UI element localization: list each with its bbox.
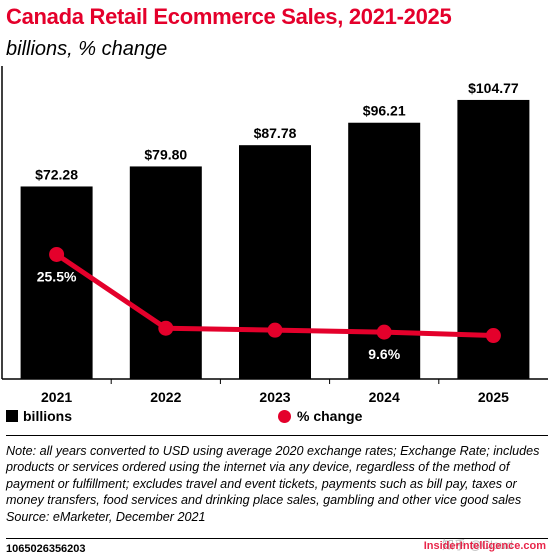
line-label-2021: 25.5% — [37, 268, 77, 284]
bar-2023 — [239, 145, 311, 379]
line-point-2025 — [485, 328, 501, 344]
x-tick-label-2023: 2023 — [259, 389, 290, 405]
chart-subtitle: billions, % change — [6, 38, 168, 60]
legend-line-label: % change — [297, 408, 363, 424]
bar-label-2024: $96.21 — [363, 103, 406, 119]
line-label-2024: 9.6% — [368, 346, 400, 362]
legend-bars-label: billions — [23, 408, 72, 424]
chart-note: Note: all years converted to USD using a… — [6, 443, 550, 525]
bar-2024 — [348, 122, 421, 380]
brand-link[interactable]: InsiderIntelligence.com — [423, 540, 546, 552]
x-tick-label-2021: 2021 — [41, 389, 72, 405]
bar-2022 — [129, 166, 202, 379]
line-label-2025: 8.9% — [477, 350, 509, 366]
legend-bars-swatch — [6, 410, 18, 422]
line-label-2023: 10.0% — [255, 344, 295, 360]
legend-bars: billions — [6, 408, 72, 424]
bar-label-2021: $72.28 — [35, 166, 78, 182]
x-tick-label-2025: 2025 — [478, 389, 509, 405]
legend-line-swatch — [278, 409, 291, 423]
line-point-2022 — [158, 320, 174, 336]
bar-label-2023: $87.78 — [254, 125, 297, 141]
note-separator-bottom — [6, 538, 548, 539]
legend-line: % change — [278, 408, 362, 424]
x-tick-label-2024: 2024 — [369, 389, 400, 405]
line-point-2021 — [49, 246, 65, 262]
chart-title: Canada Retail Ecommerce Sales, 2021-2025 — [6, 4, 452, 29]
x-tick-label-2022: 2022 — [150, 389, 181, 405]
bar-label-2025: $104.77 — [468, 80, 519, 96]
bar-2021 — [20, 186, 93, 379]
line-point-2024 — [376, 324, 392, 340]
combo-chart: $72.28 $79.80 $87.78 $96.21 $104.77 2021 2022 2… — [1, 66, 548, 405]
line-point-2023 — [267, 322, 283, 338]
chart-id: 1065026356203 — [6, 543, 86, 555]
source-text: Source: eMarketer, December 2021 — [6, 509, 206, 524]
note-separator-top — [6, 435, 548, 436]
bar-label-2022: $79.80 — [144, 146, 187, 162]
watermark: 知乎 @Cloud — [442, 538, 513, 552]
line-label-2022: 10.4% — [146, 342, 186, 358]
note-text: Note: all years converted to USD using a… — [6, 444, 540, 508]
